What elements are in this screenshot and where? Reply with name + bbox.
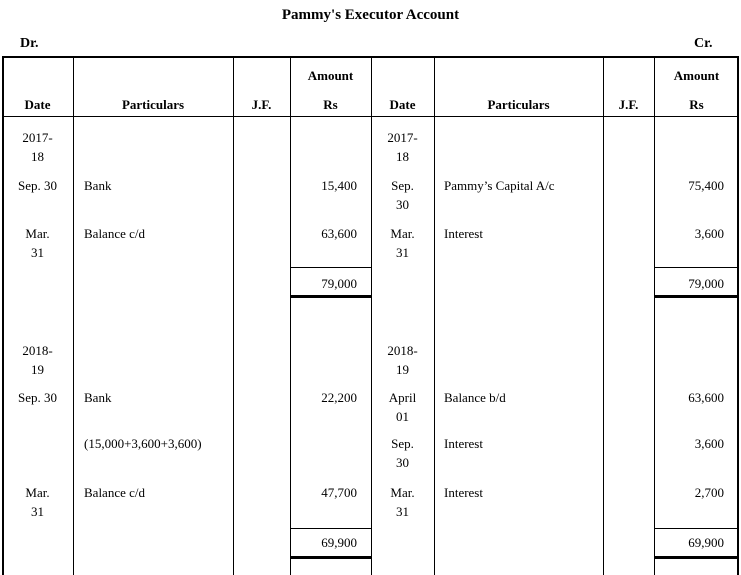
dr-side-label: Dr. bbox=[20, 36, 39, 51]
cr-total2-bottom-rule bbox=[655, 556, 737, 559]
table-left-border bbox=[2, 56, 4, 575]
dr-row2-amount: 63,600 bbox=[321, 226, 357, 241]
cr-row5-date: Mar. 31 bbox=[390, 485, 415, 519]
dr-row3-date: Sep. 30 bbox=[18, 390, 57, 405]
cr-row5-amount: 2,700 bbox=[694, 485, 724, 500]
cr-row3-amount: 63,600 bbox=[688, 390, 724, 405]
table-right-border bbox=[737, 56, 739, 575]
cr-row2-particulars: Interest bbox=[444, 226, 483, 241]
dr-total-2018-19: 69,900 bbox=[321, 535, 357, 550]
dr-amount-header: Amount bbox=[307, 68, 354, 83]
cr-amount-rs-header: Rs bbox=[689, 97, 704, 112]
cr-total-2017-18: 79,000 bbox=[688, 276, 724, 291]
dr-total1-top-rule bbox=[291, 267, 371, 268]
dr-row1-particulars: Bank bbox=[84, 178, 112, 193]
cr-particulars-header: Particulars bbox=[487, 97, 550, 112]
dr-amount-rs-header: Rs bbox=[323, 97, 338, 112]
dr-row2-particulars: Balance c/d bbox=[84, 226, 145, 241]
cr-particulars-jf-divider bbox=[603, 56, 604, 575]
cr-total1-top-rule bbox=[655, 267, 737, 268]
dr-row2-date: Mar. 31 bbox=[25, 226, 50, 260]
cr-amount-header: Amount bbox=[673, 68, 720, 83]
cr-row3-date: April 01 bbox=[388, 390, 417, 424]
dr-year-2017-18: 2017- 18 bbox=[22, 130, 53, 164]
cr-date-particulars-divider bbox=[434, 56, 435, 575]
cr-total-2018-19: 69,900 bbox=[688, 535, 724, 550]
dr-jf-amount-divider bbox=[290, 56, 291, 575]
cr-row4-amount: 3,600 bbox=[694, 436, 724, 451]
cr-year-2018-19: 2018- 19 bbox=[387, 343, 418, 377]
account-title: Pammy's Executor Account bbox=[281, 7, 460, 23]
dr-row1-amount: 15,400 bbox=[321, 178, 357, 193]
dr-row3-particulars: Bank bbox=[84, 390, 112, 405]
cr-row5-particulars: Interest bbox=[444, 485, 483, 500]
dr-total2-top-rule bbox=[291, 528, 371, 529]
cr-row1-particulars: Pammy’s Capital A/c bbox=[444, 178, 555, 193]
dr-date-header: Date bbox=[24, 97, 51, 112]
cr-row1-amount: 75,400 bbox=[688, 178, 724, 193]
cr-row4-particulars: Interest bbox=[444, 436, 483, 451]
cr-row2-amount: 3,600 bbox=[694, 226, 724, 241]
dr-particulars-jf-divider bbox=[233, 56, 234, 575]
dr-row5-particulars: Balance c/d bbox=[84, 485, 145, 500]
dr-jf-header: J.F. bbox=[251, 97, 272, 112]
cr-row1-date: Sep. 30 bbox=[391, 178, 414, 212]
cr-date-header: Date bbox=[389, 97, 416, 112]
cr-row3-particulars: Balance b/d bbox=[444, 390, 506, 405]
dr-total2-bottom-rule bbox=[291, 556, 371, 559]
cr-total1-bottom-rule bbox=[655, 295, 737, 298]
dr-particulars-header: Particulars bbox=[121, 97, 185, 112]
cr-jf-amount-divider bbox=[654, 56, 655, 575]
dr-row3-amount: 22,200 bbox=[321, 390, 357, 405]
table-top-border bbox=[2, 56, 739, 58]
dr-date-particulars-divider bbox=[73, 56, 74, 575]
cr-year-2017-18: 2017- 18 bbox=[387, 130, 418, 164]
cr-total2-top-rule bbox=[655, 528, 737, 529]
dr-year-2018-19: 2018- 19 bbox=[22, 343, 53, 377]
header-bottom-border bbox=[2, 116, 739, 117]
dr-total-2017-18: 79,000 bbox=[321, 276, 357, 291]
dr-row1-date: Sep. 30 bbox=[18, 178, 57, 193]
center-divider bbox=[371, 56, 372, 575]
cr-row2-date: Mar. 31 bbox=[390, 226, 415, 260]
dr-row4-particulars-note: (15,000+3,600+3,600) bbox=[84, 436, 202, 451]
dr-row5-amount: 47,700 bbox=[321, 485, 357, 500]
dr-total1-bottom-rule bbox=[291, 295, 371, 298]
cr-side-label: Cr. bbox=[694, 36, 713, 51]
cr-row4-date: Sep. 30 bbox=[391, 436, 414, 470]
cr-jf-header: J.F. bbox=[618, 97, 639, 112]
dr-row5-date: Mar. 31 bbox=[25, 485, 50, 519]
